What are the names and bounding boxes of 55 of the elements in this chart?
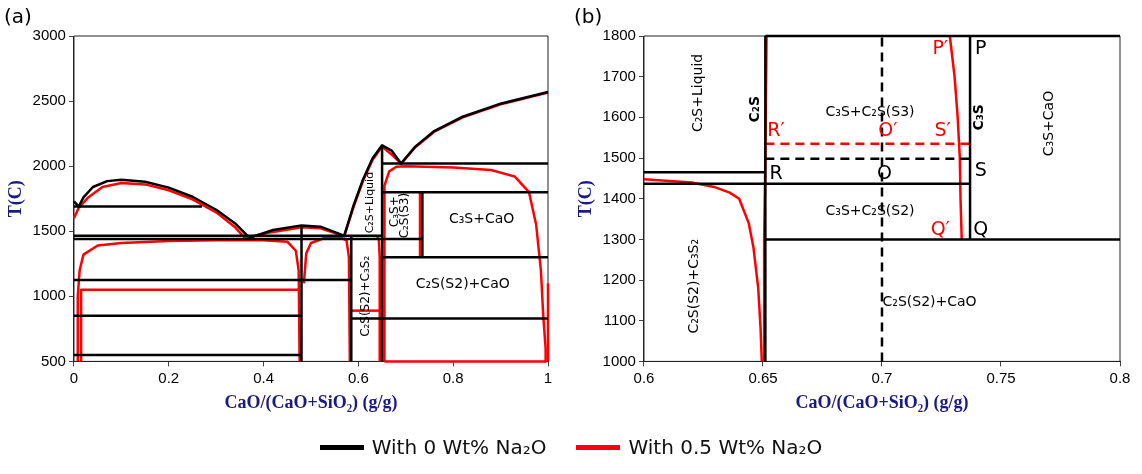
annotation: S: [974, 157, 987, 180]
y-tick-label: 1700: [602, 66, 636, 84]
y-axis-title: T(C): [5, 180, 27, 218]
annotation: C₃S: [970, 104, 987, 131]
y-tick-label: 1500: [32, 221, 66, 239]
y-tick-label: 1100: [603, 310, 636, 328]
y-tick-label: 2000: [32, 156, 66, 174]
annotation: C₃S+C₂S(S2): [825, 201, 915, 218]
annotation: C₂S(S3): [397, 192, 412, 239]
x-axis-title: CaO/(CaO+SiO₂) (g/g): [224, 391, 398, 413]
x-tick-label: 0.7: [871, 368, 893, 386]
chart-title: (b): [574, 4, 603, 29]
chart-title: (a): [4, 4, 32, 29]
x-tick-label: 0.8: [1109, 368, 1131, 386]
x-tick-label: 0.8: [442, 368, 464, 386]
annotation: C₂S+Liquid: [363, 171, 377, 234]
annotation: C₃S+CaO: [448, 210, 515, 227]
x-tick-label: 0.4: [253, 368, 275, 386]
annotation: R′: [767, 118, 785, 141]
annotation: P′: [932, 35, 949, 58]
y-tick-label: 1000: [32, 286, 66, 304]
x-tick-label: 0.75: [986, 368, 1016, 386]
y-tick-label: 1400: [602, 188, 636, 206]
legend-label: With 0 Wt% Na₂O: [371, 435, 547, 459]
y-tick-label: 2500: [32, 91, 66, 109]
x-tick-label: 0.2: [158, 368, 180, 386]
annotation: Q: [973, 217, 989, 240]
annotation: C₃S+CaO: [1040, 90, 1057, 157]
x-tick-label: 0.65: [748, 368, 778, 386]
annotation: C₂S(S2)+CaO: [415, 275, 510, 292]
annotation: C₂S: [746, 95, 763, 123]
y-tick-label: 1800: [602, 26, 636, 44]
x-tick-label: 0.6: [347, 368, 369, 386]
annotation: O′: [878, 118, 898, 141]
annotation: C₂S(S2)+C₃S₂: [684, 238, 701, 334]
y-tick-label: 1300: [602, 229, 636, 247]
x-axis-title: CaO/(CaO+SiO₂) (g/g): [795, 391, 969, 413]
annotation: P: [975, 35, 987, 58]
y-tick-label: 1200: [602, 270, 636, 288]
y-tick-label: 1000: [602, 351, 636, 369]
annotation: R: [769, 161, 783, 184]
annotation: Q′: [930, 217, 950, 240]
y-tick-label: 1600: [602, 107, 636, 125]
annotation: C₂S(S2)+CaO: [882, 293, 977, 310]
x-tick-label: 0.6: [633, 368, 655, 386]
y-axis-title: T(C): [575, 180, 597, 218]
y-tick-label: 3000: [32, 26, 66, 44]
legend-label: With 0.5 Wt% Na₂O: [628, 435, 823, 459]
x-tick-label: 1: [543, 368, 553, 386]
annotation: C₃S+C₂S(S3): [825, 103, 915, 120]
y-tick-label: 500: [40, 351, 66, 369]
annotation: C₂S+Liquid: [689, 53, 706, 133]
y-tick-label: 1500: [602, 148, 636, 166]
annotation: S′: [934, 118, 951, 141]
x-tick-label: 0: [69, 368, 79, 386]
